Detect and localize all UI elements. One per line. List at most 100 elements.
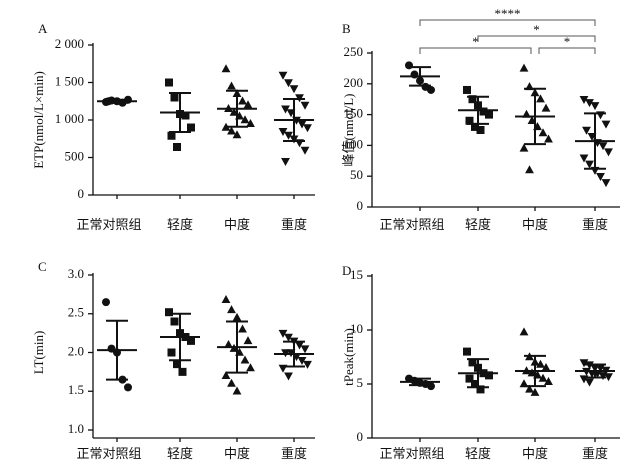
error-bar [467,95,489,125]
data-point [124,383,132,392]
x-tick-label: 中度 [224,446,250,461]
data-point [485,110,493,119]
x-tick-label: 轻度 [167,446,193,461]
data-point [476,126,485,134]
data-point [544,134,553,143]
error-bar [467,358,489,389]
x-tick-label: 正常对照组 [379,446,444,461]
data-point [246,363,255,372]
x-tick-label: 正常对照组 [76,446,141,461]
data-point [604,373,613,382]
data-point [297,357,307,366]
data-point [465,116,474,125]
data-point [232,130,242,139]
error-bar [226,320,248,374]
data-point [585,160,594,169]
significance-bracket [538,47,596,54]
error-bar [106,98,128,104]
data-point [519,63,529,72]
error-bar [584,112,606,170]
y-tick-label: 0 [357,198,364,213]
data-point [295,341,304,350]
data-point [525,384,534,393]
x-tick-label: 中度 [522,217,548,232]
y-tick-label: 10 [350,321,363,336]
y-axis-label: LT(min) [31,331,46,375]
error-bar [283,98,305,142]
data-point [167,348,176,357]
data-point [281,105,290,114]
error-bar [409,377,431,387]
data-point [541,363,551,371]
data-point [187,336,195,345]
y-tick-label: 2.0 [68,343,84,358]
data-point [221,370,231,379]
error-bar [283,340,305,368]
data-point [227,378,236,387]
y-tick-label: 2.5 [68,305,84,320]
data-point [240,355,250,364]
y-tick-label: 5 [357,375,364,390]
data-point [538,128,548,137]
significance-bracket [477,35,596,42]
error-bar [106,319,128,381]
error-bar [226,89,248,128]
panel-label: B [342,21,351,36]
data-point [170,317,179,326]
data-point [181,111,190,120]
x-tick-label: 重度 [281,446,307,461]
panel-label: A [38,21,48,36]
data-point [173,360,181,369]
data-point [468,358,477,367]
data-point [246,118,255,127]
data-point [178,367,187,376]
y-tick-label: 1 500 [55,73,84,88]
data-point [221,295,231,303]
data-point [284,372,293,381]
x-tick-label: 轻度 [465,217,491,232]
data-point [300,101,310,110]
data-point [485,371,493,380]
data-point [519,143,529,152]
y-tick-label: 200 [344,75,364,90]
y-tick-label: 15 [350,267,363,282]
data-point [579,154,589,163]
data-point [519,327,529,336]
y-tick-label: 1.5 [68,382,84,397]
data-point [238,96,247,105]
error-bar [169,92,191,133]
data-point [284,79,293,88]
significance-label: * [472,34,479,49]
data-point [585,378,594,387]
data-point [165,308,173,317]
data-point [300,345,310,354]
x-tick-label: 轻度 [465,446,491,461]
data-point [102,298,110,307]
data-point [471,380,479,388]
data-point [427,382,435,391]
data-point [601,179,611,188]
y-tick-label: 1 000 [55,111,84,126]
error-bar [524,87,546,146]
data-point [530,387,540,396]
data-point [243,336,253,345]
data-point [427,85,435,94]
data-point [243,100,253,109]
y-tick-label: 150 [344,106,364,121]
data-point [463,85,471,94]
y-tick-label: 50 [350,167,363,182]
data-point [590,102,600,111]
data-point [170,93,179,102]
data-point [538,373,548,382]
y-tick-label: 0 [78,186,85,201]
data-point [284,131,293,140]
y-tick-label: 250 [344,44,364,59]
error-bar [409,66,431,87]
data-point [303,124,312,133]
y-tick-label: 3.0 [68,266,84,281]
data-point [278,128,288,137]
data-point [165,78,173,87]
data-point [585,99,594,108]
data-point [167,131,176,140]
